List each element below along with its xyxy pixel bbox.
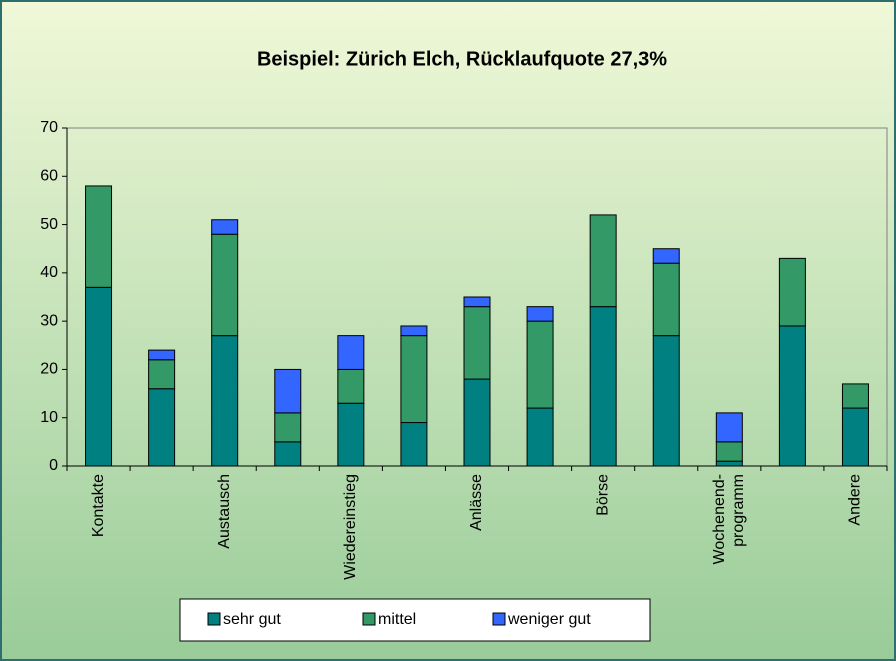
bar-segment bbox=[589, 214, 617, 308]
bar-segment bbox=[778, 257, 806, 327]
bar-segment bbox=[337, 402, 365, 467]
bar-segment bbox=[652, 248, 680, 264]
x-tick-label: Anlässe bbox=[468, 474, 485, 531]
bar-segment bbox=[211, 219, 239, 235]
legend-label: sehr gut bbox=[223, 611, 281, 628]
bar-segment bbox=[463, 378, 491, 467]
legend-label: mittel bbox=[378, 611, 416, 628]
bar-segment bbox=[85, 185, 113, 288]
bar-segment bbox=[337, 368, 365, 404]
y-tick-label: 30 bbox=[40, 312, 58, 329]
chart-title: Beispiel: Zürich Elch, Rücklaufquote 27,… bbox=[257, 48, 667, 70]
bar-segment bbox=[337, 335, 365, 370]
x-tick-label: Börse bbox=[594, 474, 611, 516]
x-tick-label: Wiedereinstieg bbox=[342, 474, 359, 580]
bar-segment bbox=[526, 407, 554, 467]
x-tick-label: Kontakte bbox=[90, 474, 107, 537]
bar-segment bbox=[463, 296, 491, 308]
bar-segment bbox=[85, 286, 113, 467]
bar-segment bbox=[148, 359, 176, 390]
bar-segment bbox=[778, 325, 806, 467]
bar-segment bbox=[148, 349, 176, 361]
bar-segment bbox=[400, 422, 428, 467]
y-tick-label: 70 bbox=[40, 119, 58, 136]
legend-label: weniger gut bbox=[507, 611, 591, 628]
x-tick-label: Wochenend-programm bbox=[711, 474, 747, 564]
legend-swatch bbox=[207, 612, 221, 626]
legend-swatch bbox=[362, 612, 376, 626]
y-tick-label: 20 bbox=[40, 361, 58, 378]
bar-segment bbox=[148, 388, 176, 467]
y-tick-label: 10 bbox=[40, 409, 58, 426]
bar-segment bbox=[274, 412, 302, 443]
bar-segment bbox=[715, 412, 743, 443]
bar-segment bbox=[211, 233, 239, 337]
bar-segment bbox=[400, 335, 428, 424]
bar-segment bbox=[841, 407, 869, 467]
y-tick-label: 50 bbox=[40, 216, 58, 233]
bar-segment bbox=[211, 335, 239, 467]
bar-segment bbox=[652, 262, 680, 337]
bar-segment bbox=[526, 306, 554, 322]
legend-box bbox=[179, 598, 651, 642]
bar-segment bbox=[274, 441, 302, 467]
bar-segment bbox=[274, 368, 302, 414]
legend: sehr gut mittel weniger gut bbox=[179, 598, 651, 642]
x-tick-label: Andere bbox=[847, 474, 864, 526]
bar-segment bbox=[841, 383, 869, 409]
plot-area: 0 10 20 30 40 50 60 70 bbox=[40, 119, 888, 474]
legend-swatch bbox=[492, 612, 506, 626]
bar-segment bbox=[652, 335, 680, 467]
y-tick-label: 0 bbox=[49, 457, 58, 474]
bar-segment bbox=[715, 441, 743, 462]
y-tick-label: 40 bbox=[40, 264, 58, 281]
bar-segment bbox=[463, 306, 491, 380]
bar-segment bbox=[715, 460, 743, 467]
bar-segment bbox=[589, 306, 617, 467]
x-labels: Kontakte Austausch Wiedereinstieg Anlässe Bö… bbox=[90, 474, 864, 580]
y-tick-label: 60 bbox=[40, 168, 58, 185]
bar-segment bbox=[400, 325, 428, 337]
x-tick-label: Austausch bbox=[216, 474, 233, 549]
bar-segment bbox=[526, 320, 554, 409]
